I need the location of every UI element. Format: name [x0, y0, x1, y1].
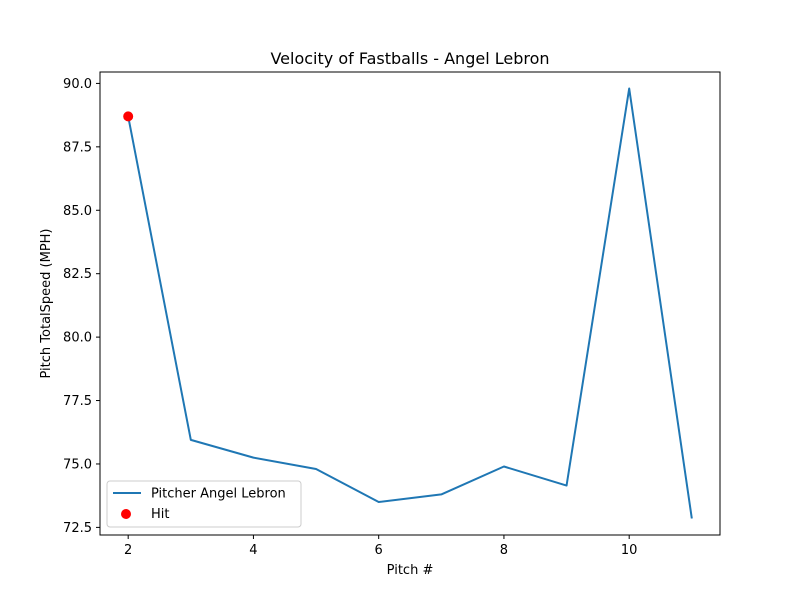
series-layer — [123, 87, 693, 519]
x-tick-label: 8 — [500, 543, 508, 558]
y-tick-label: 90.0 — [63, 77, 92, 92]
y-tick-label: 82.5 — [63, 267, 92, 282]
x-axis-ticks: 2 4 6 8 10 — [124, 535, 637, 558]
y-tick-label: 75.0 — [63, 457, 92, 472]
legend-label-line: Pitcher Angel Lebron — [151, 487, 286, 502]
x-tick-label: 6 — [375, 543, 383, 558]
x-tick-label: 2 — [124, 543, 132, 558]
chart-title: Velocity of Fastballs - Angel Lebron — [270, 49, 549, 68]
legend-label-hit: Hit — [151, 507, 169, 522]
legend: Pitcher Angel Lebron Hit — [106, 480, 302, 528]
y-tick-label: 80.0 — [63, 331, 92, 346]
y-axis-ticks: 72.5 75.0 77.5 80.0 82.5 85.0 87.5 90.0 — [63, 77, 100, 536]
plot-frame — [99, 71, 721, 536]
y-tick-label: 85.0 — [63, 204, 92, 219]
legend-scatter-swatch — [121, 509, 131, 519]
y-tick-label: 87.5 — [63, 140, 92, 155]
plot-area — [100, 72, 720, 535]
legend-box — [106, 480, 302, 528]
hit-point — [123, 111, 134, 122]
x-tick-label: 10 — [621, 543, 638, 558]
series-line — [127, 87, 693, 519]
x-tick-label: 4 — [249, 543, 257, 558]
y-axis-label: Pitch TotalSpeed (MPH) — [39, 228, 54, 378]
y-tick-label: 77.5 — [63, 394, 92, 409]
x-axis-label: Pitch # — [387, 563, 434, 578]
y-tick-label: 72.5 — [63, 521, 92, 536]
